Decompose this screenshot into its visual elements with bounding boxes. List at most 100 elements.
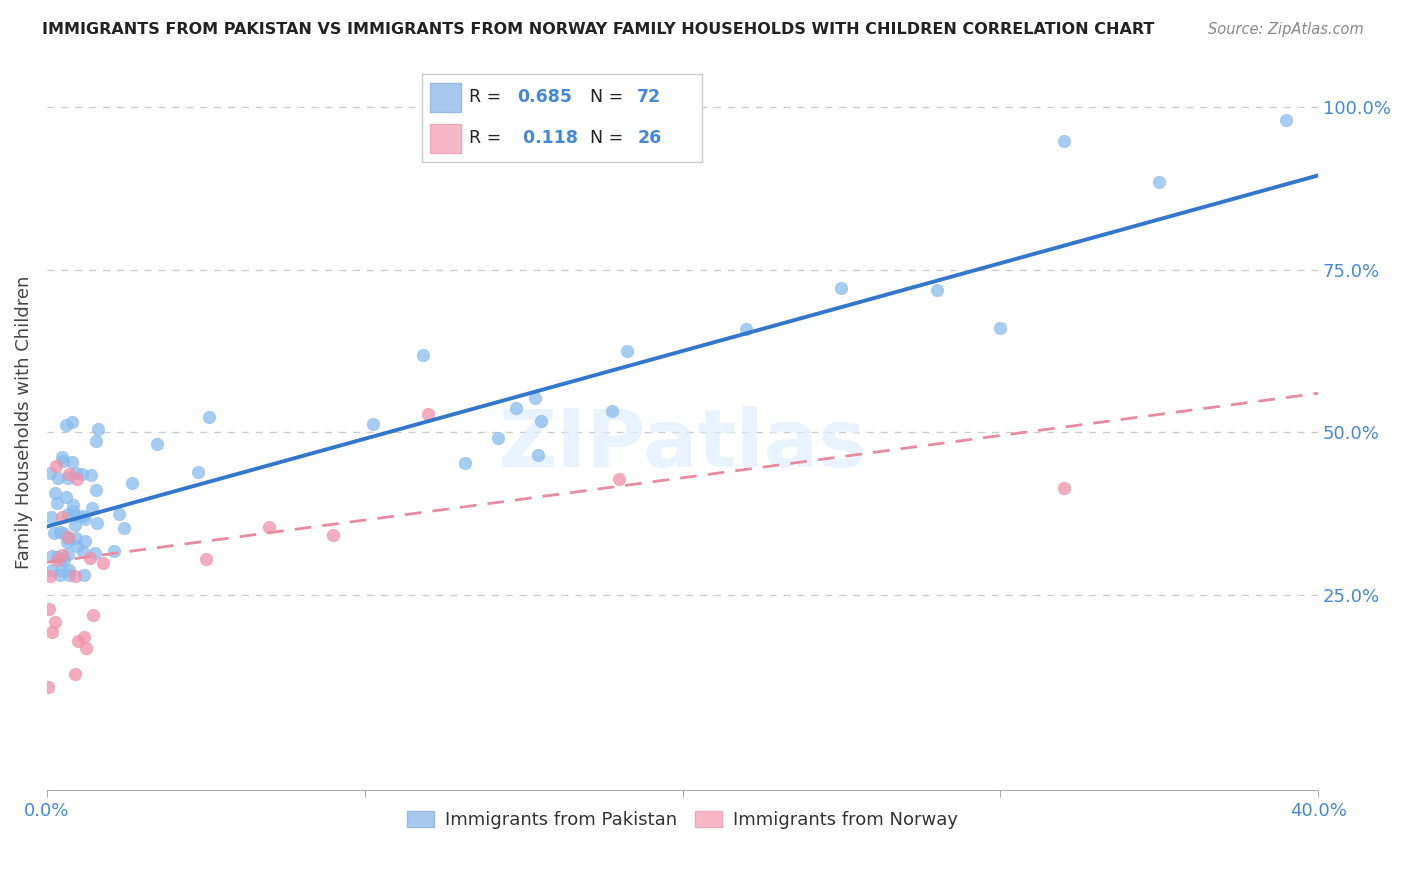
Point (486, 431, 509, 445)
Point (53, 553, 76, 567)
Point (58, 547, 80, 561)
Point (65, 531, 87, 545)
Point (418, 407, 440, 421)
Point (41, 549, 63, 563)
Point (1275, 113, 1298, 128)
Point (194, 552, 217, 566)
Point (55, 491, 77, 505)
Point (63, 569, 86, 583)
Point (52, 525, 75, 540)
Point (45, 496, 67, 510)
Point (51, 548, 73, 562)
Point (82, 607, 104, 622)
Point (67, 634, 90, 648)
Point (112, 521, 135, 535)
Point (73, 534, 96, 549)
Point (73, 568, 96, 582)
Point (60, 415, 83, 429)
Point (988, 320, 1011, 334)
Point (925, 283, 948, 297)
Point (60, 455, 83, 469)
Point (84, 483, 107, 497)
Point (56, 507, 79, 521)
Point (73, 630, 96, 644)
Point (56, 532, 79, 546)
Point (187, 465, 209, 479)
Point (526, 448, 548, 462)
Point (91, 556, 114, 570)
Point (70, 467, 93, 482)
Point (44, 615, 66, 629)
Point (87, 421, 110, 435)
Point (830, 281, 852, 295)
Point (51, 563, 73, 577)
Point (62, 504, 84, 518)
Point (51, 510, 73, 524)
Point (79, 551, 101, 566)
Point (530, 414, 553, 428)
Point (66, 509, 89, 524)
Point (1053, 134, 1076, 148)
Point (48, 524, 70, 539)
Point (453, 456, 475, 470)
Point (524, 391, 547, 405)
Point (75, 512, 97, 526)
Legend: Immigrants from Pakistan, Immigrants from Norway: Immigrants from Pakistan, Immigrants fro… (399, 804, 966, 836)
Point (38, 602, 60, 616)
Point (505, 401, 527, 415)
Point (37, 680, 59, 694)
Point (66, 539, 89, 553)
Point (52, 454, 75, 468)
Point (735, 321, 758, 335)
Point (63, 517, 86, 532)
Point (66, 472, 89, 486)
Point (84, 546, 107, 560)
Text: ZIPatlas: ZIPatlas (498, 406, 866, 483)
Point (49, 568, 72, 582)
Point (41, 625, 63, 640)
Point (322, 528, 344, 542)
Point (39, 510, 62, 524)
Point (121, 476, 143, 491)
Point (58, 563, 80, 577)
Point (146, 437, 169, 451)
Point (56, 471, 79, 485)
Point (72, 545, 94, 559)
Point (1147, 175, 1170, 189)
Point (108, 507, 131, 521)
Point (72, 509, 94, 524)
Point (75, 640, 97, 655)
Point (51, 552, 73, 566)
Point (46, 553, 69, 567)
Point (602, 404, 624, 418)
Point (259, 520, 281, 534)
Point (86, 516, 108, 531)
Point (65, 466, 87, 480)
Point (63, 667, 86, 681)
Point (80, 467, 103, 482)
Point (56, 530, 79, 544)
Point (58, 568, 80, 582)
Point (39, 466, 62, 480)
Text: Source: ZipAtlas.com: Source: ZipAtlas.com (1208, 22, 1364, 37)
Point (82, 501, 104, 516)
Point (55, 418, 77, 433)
Point (197, 409, 219, 424)
Point (103, 544, 125, 558)
Text: IMMIGRANTS FROM PAKISTAN VS IMMIGRANTS FROM NORWAY FAMILY HOUSEHOLDS WITH CHILDR: IMMIGRANTS FROM PAKISTAN VS IMMIGRANTS F… (42, 22, 1154, 37)
Point (607, 472, 630, 486)
Y-axis label: Family Households with Children: Family Households with Children (15, 276, 32, 569)
Point (44, 485, 66, 500)
Point (46, 471, 69, 485)
Point (51, 450, 73, 464)
Point (361, 417, 384, 431)
Point (84, 434, 107, 448)
Point (56, 535, 79, 549)
Point (58, 467, 80, 481)
Point (38, 569, 60, 583)
Point (41, 563, 63, 577)
Point (1053, 481, 1076, 495)
Point (616, 344, 638, 359)
Point (45, 459, 67, 474)
Point (62, 499, 84, 513)
